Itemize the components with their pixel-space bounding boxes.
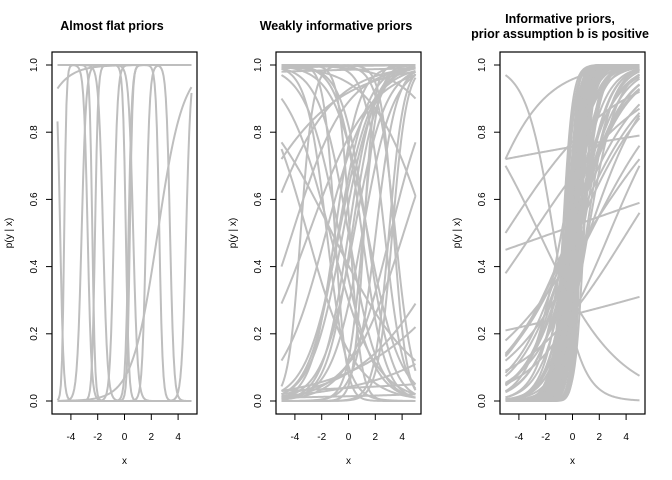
x-tick-label: 0 [570, 432, 576, 443]
curve-line [281, 65, 417, 197]
y-tick-label: 1.0 [477, 58, 488, 72]
y-tick-label: 0.0 [29, 394, 40, 408]
x-tick-label: 0 [346, 432, 352, 443]
curve-line [281, 393, 416, 399]
panel-title: Weakly informative priors [259, 19, 413, 33]
curve-line [281, 64, 417, 372]
x-axis-label: x [570, 456, 575, 467]
y-tick-label: 0.2 [477, 326, 488, 340]
curve-line [504, 165, 641, 377]
curves [280, 64, 417, 402]
y-tick-label: 0.4 [253, 259, 264, 273]
x-axis-label: x [122, 456, 127, 467]
curves [56, 64, 193, 402]
y-tick-label: 0.8 [29, 125, 40, 139]
curve-line [281, 73, 417, 402]
curve-line [57, 64, 192, 402]
plot-area: -4 -2 0 2 4 0.0 0.2 0.4 0.6 0.8 1.0 x p(y | x) [4, 51, 198, 467]
y-tick-label: 0.8 [477, 125, 488, 139]
y-tick-label: 0.2 [29, 326, 40, 340]
x-tick-label: 0 [122, 432, 128, 443]
curve-line [280, 74, 416, 399]
curve-line [505, 65, 640, 399]
x-tick-label: 4 [175, 432, 181, 443]
curve-line [504, 107, 641, 274]
y-tick-label: 1.0 [29, 58, 40, 72]
curve-line [281, 65, 416, 396]
panel-almost-flat-priors: Almost flat priors -4 -2 0 2 4 0.0 0.2 0.4 0.6 0.… [0, 0, 224, 480]
x-axis-label: x [346, 456, 351, 467]
y-tick-label: 0.6 [253, 192, 264, 206]
panel-informative-priors: Informative priors, prior assumption b i… [448, 0, 672, 480]
curve-line [280, 70, 416, 160]
x-tick-label: 2 [597, 432, 603, 443]
curve-line [280, 74, 416, 304]
curve-line [281, 67, 416, 73]
x-tick-label: -4 [290, 432, 299, 443]
y-axis-label: p(y | x) [4, 218, 15, 248]
curve-line [281, 67, 416, 402]
curve-line [504, 84, 641, 387]
curve-line [56, 64, 192, 90]
x-tick-label: 2 [373, 432, 379, 443]
curve-line [504, 74, 640, 402]
curve-line [280, 70, 416, 362]
panel-title: Almost flat priors [60, 19, 164, 33]
x-tick-label: 4 [399, 432, 405, 443]
x-tick-label: -4 [514, 432, 523, 443]
y-tick-label: 1.0 [253, 58, 264, 72]
y-axis-label: p(y | x) [228, 218, 239, 248]
plot-area: -4 -2 0 2 4 0.0 0.2 0.4 0.6 0.8 1.0 x p(y | x) [228, 51, 422, 467]
curve-line [281, 65, 416, 401]
x-tick-label: -4 [66, 432, 75, 443]
curve-line [504, 65, 640, 160]
curve-line [280, 148, 416, 399]
y-tick-label: 0.8 [253, 125, 264, 139]
curve-line [281, 66, 416, 401]
panel-subtitle: prior assumption b is positive [471, 27, 649, 41]
curve-line [505, 165, 641, 386]
x-tick-label: -2 [93, 432, 102, 443]
panel-weakly-informative-priors: Weakly informative priors -4 -2 0 2 4 0.0 0.2 0… [224, 0, 448, 480]
curves [504, 64, 641, 402]
x-tick-label: -2 [317, 432, 326, 443]
y-tick-label: 0.4 [29, 259, 40, 273]
y-tick-label: 0.0 [253, 394, 264, 408]
y-tick-label: 0.2 [253, 326, 264, 340]
x-tick-label: 4 [623, 432, 629, 443]
curve-line [505, 68, 640, 401]
curve-line [504, 145, 641, 362]
y-tick-label: 0.6 [29, 192, 40, 206]
plot-area: -4 -2 0 2 4 0.0 0.2 0.4 0.6 0.8 1.0 x p(y | x) [452, 51, 646, 467]
curve-line [505, 65, 640, 401]
curve-line [504, 90, 640, 234]
curve-line [57, 86, 193, 402]
y-axis-label: p(y | x) [452, 218, 463, 248]
y-tick-label: 0.0 [477, 394, 488, 408]
curve-line [505, 134, 640, 161]
panel-title: Informative priors, [505, 12, 615, 26]
y-tick-label: 0.6 [477, 192, 488, 206]
x-tick-label: 2 [149, 432, 155, 443]
curve-line [504, 158, 641, 342]
x-tick-label: -2 [541, 432, 550, 443]
y-tick-label: 0.4 [477, 259, 488, 273]
